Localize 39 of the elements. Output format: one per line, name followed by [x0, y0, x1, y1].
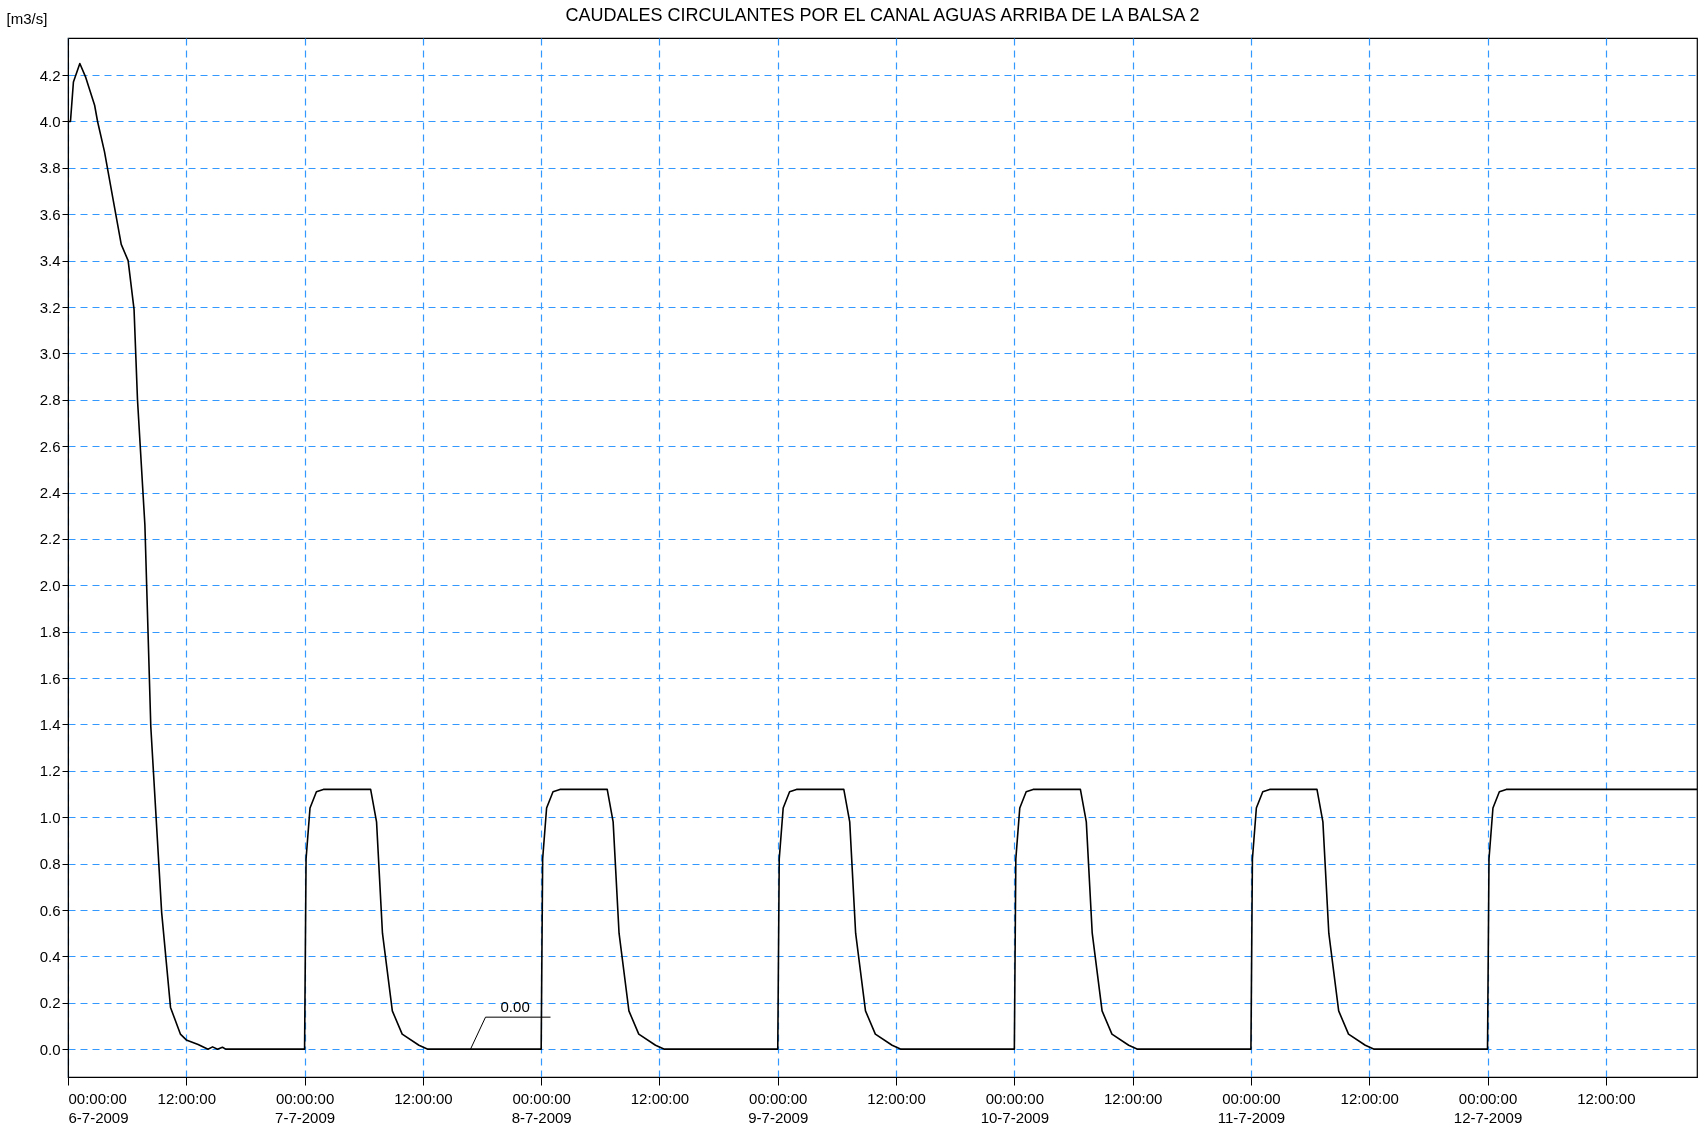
x-tick-label: 00:00:00 8-7-2009	[511, 1089, 572, 1126]
y-tick-label: 1.8	[39, 623, 61, 641]
y-tick-label: 2.6	[39, 437, 61, 455]
y-tick-label: 3.4	[39, 252, 61, 270]
y-tick-label: 0.4	[39, 947, 61, 965]
y-tick-label: 0.0	[39, 1040, 61, 1058]
y-tick-label: 4.2	[39, 66, 61, 84]
y-tick-label: 3.2	[39, 298, 61, 316]
y-tick-label: 2.2	[39, 530, 61, 548]
x-tick-label: 12:00:00	[1340, 1089, 1399, 1107]
y-tick-label: 1.0	[39, 808, 61, 826]
y-tick-label: 0.2	[39, 994, 61, 1012]
x-tick-label: 00:00:00 10-7-2009	[980, 1089, 1050, 1126]
y-tick-label: 4.0	[39, 112, 61, 130]
y-tick-label: 3.8	[39, 159, 61, 177]
x-tick-label: 00:00:00 12-7-2009	[1453, 1089, 1523, 1126]
x-tick-label: 12:00:00	[394, 1089, 453, 1107]
x-tick-label: 12:00:00	[630, 1089, 690, 1107]
y-tick-label: 2.0	[39, 576, 61, 594]
y-tick-label: 0.8	[39, 855, 61, 873]
y-tick-label: 3.6	[39, 205, 61, 223]
y-tick-label: 2.4	[39, 484, 61, 502]
y-tick-label: 2.8	[39, 391, 61, 409]
x-tick-label: 12:00:00	[1103, 1089, 1163, 1107]
y-tick-label: 0.6	[39, 901, 61, 919]
x-tick-label: 00:00:00 11-7-2009	[1217, 1089, 1286, 1126]
y-tick-label: 3.0	[39, 344, 61, 362]
y-axis-title: [m3/s]	[6, 9, 48, 27]
x-tick-label: 00:00:00 9-7-2009	[748, 1089, 809, 1126]
y-tick-label: 1.2	[39, 762, 61, 780]
x-tick-label: 12:00:00	[157, 1089, 216, 1107]
x-tick-label: 12:00:00	[1577, 1089, 1636, 1107]
x-tick-label: 00:00:00 7-7-2009	[275, 1089, 336, 1126]
y-tick-label: 1.6	[39, 669, 61, 687]
chart-title: CAUDALES CIRCULANTES POR EL CANAL AGUAS ARRIBA DE LA BALSA 2	[565, 5, 1200, 25]
annotation: 0.00	[500, 998, 530, 1016]
x-tick-label: 00:00:00 6-7-2009	[68, 1089, 129, 1126]
x-tick-label: 12:00:00	[867, 1089, 926, 1107]
y-tick-label: 1.4	[39, 715, 61, 733]
